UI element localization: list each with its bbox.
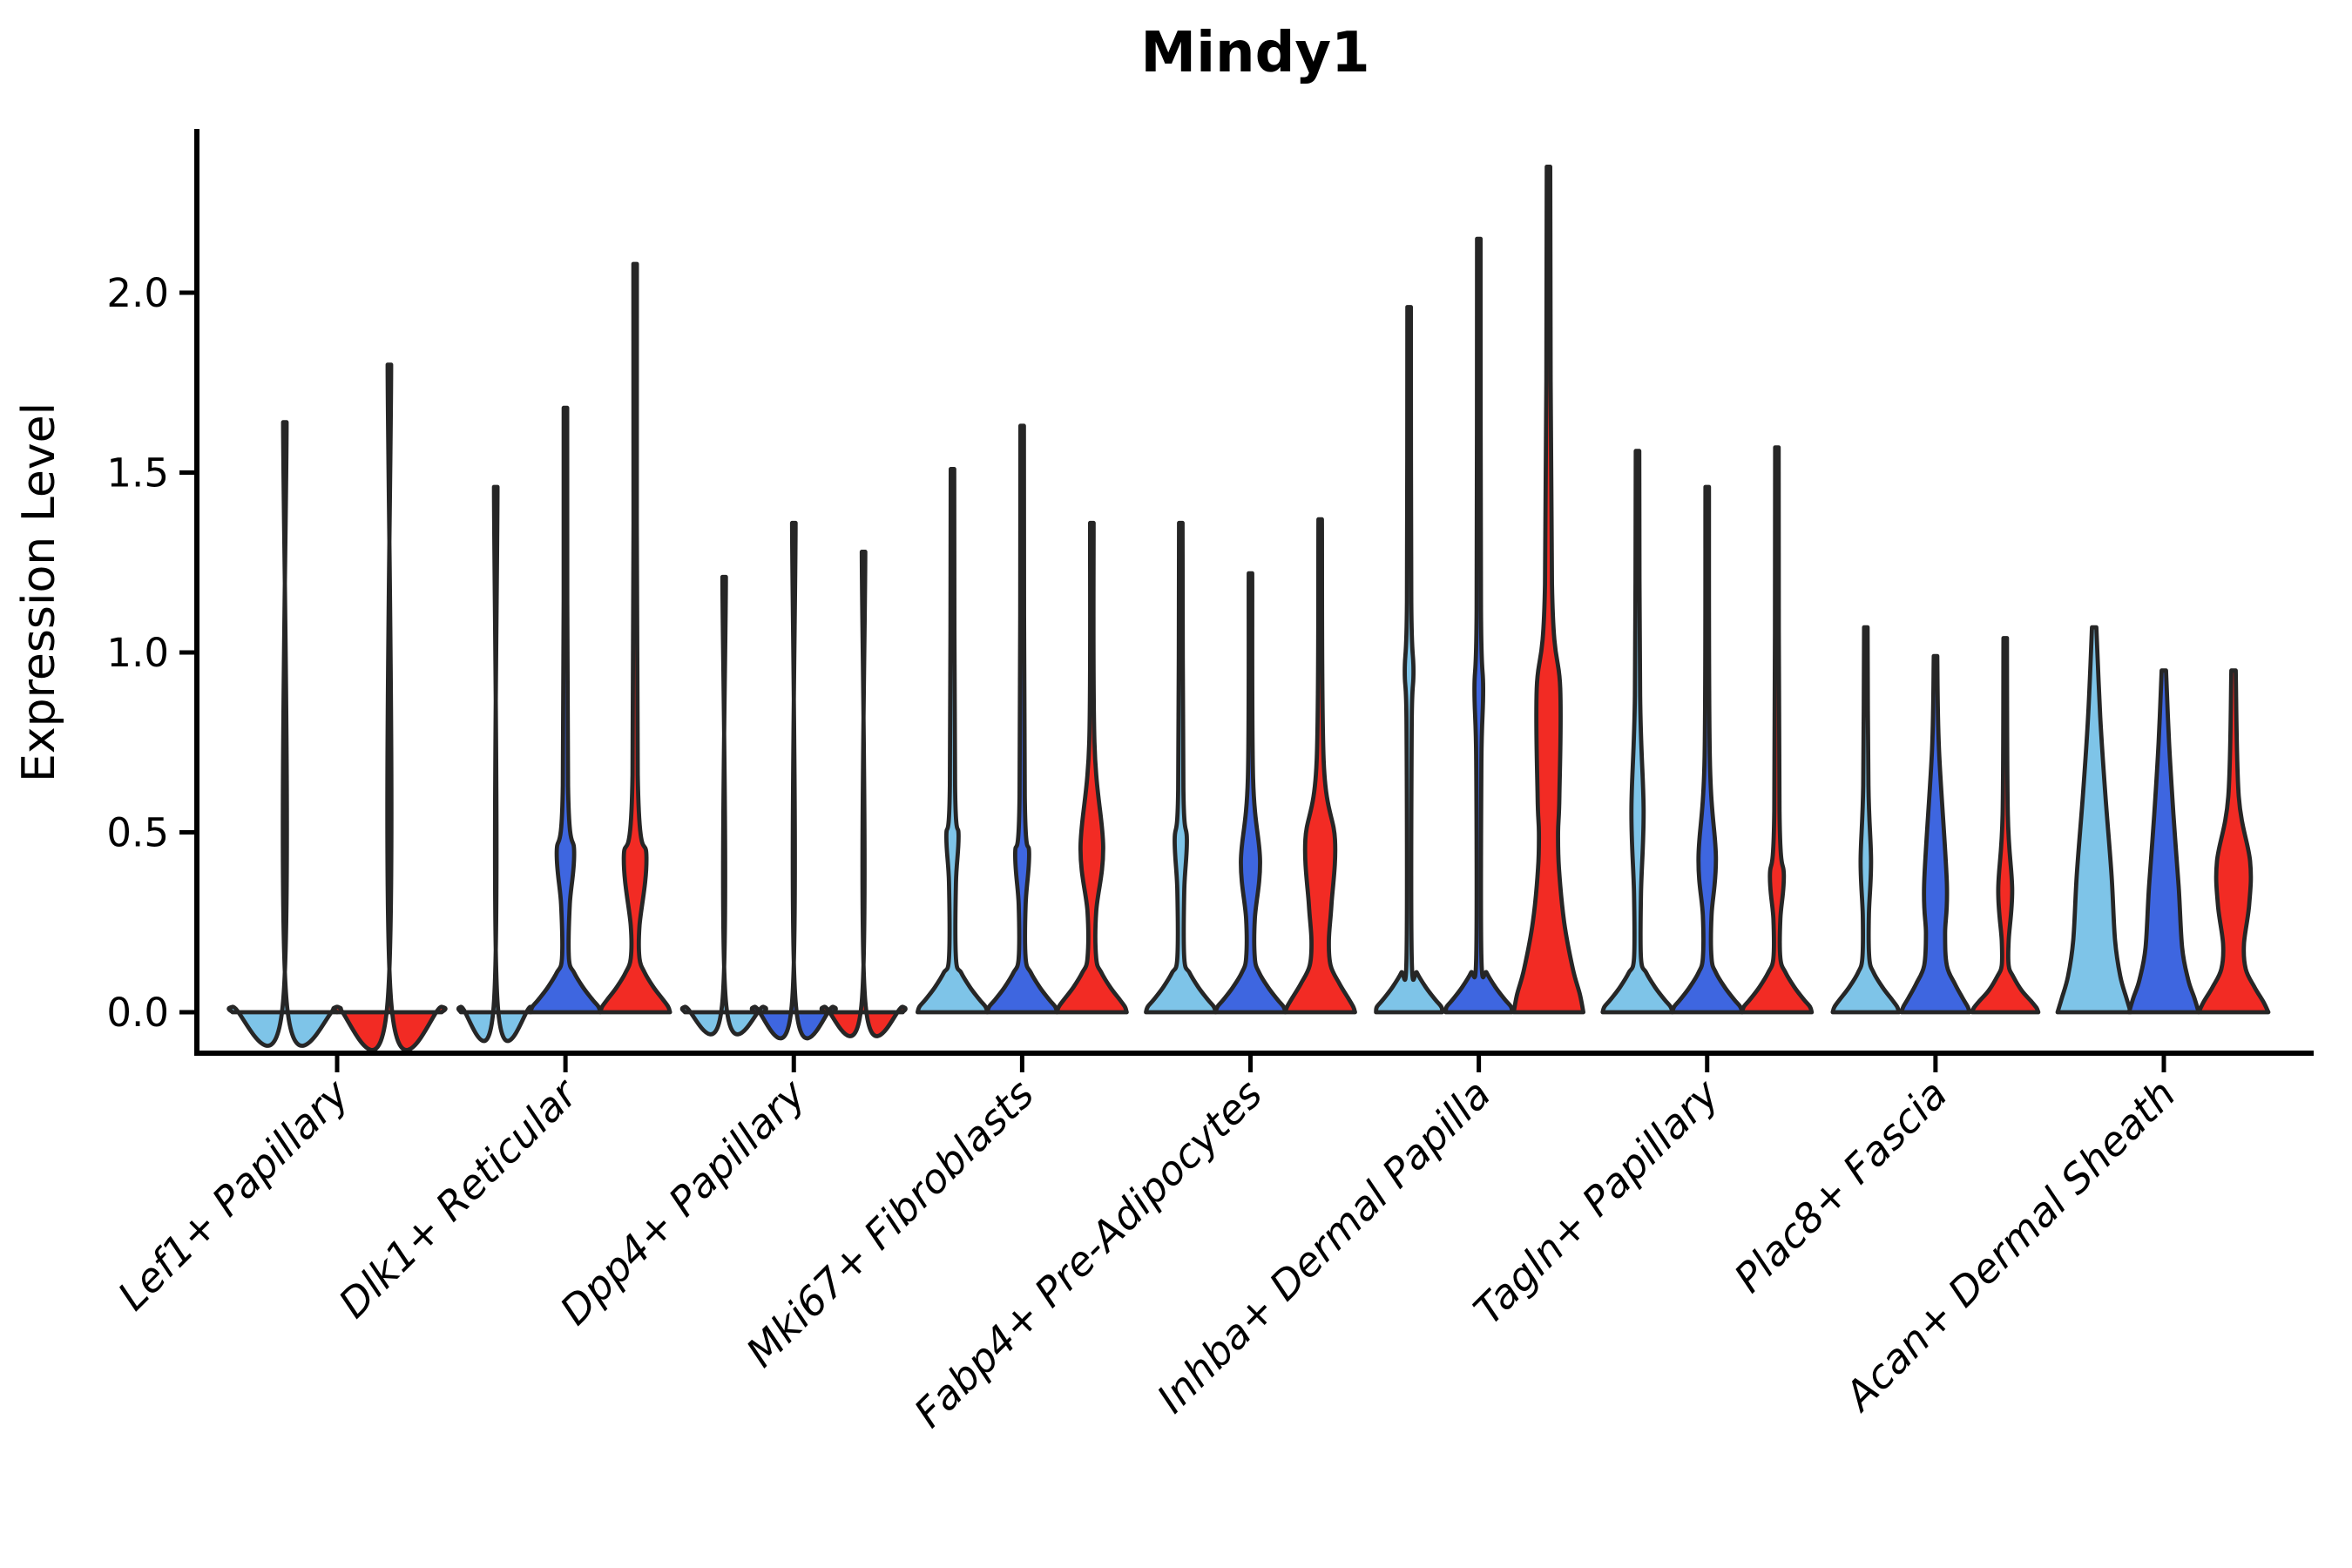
violin-acan-dermal-sheath-group2 (2126, 668, 2201, 1015)
y-tick-label: 1.5 (106, 449, 169, 496)
violin-lef1-papillary-group3 (331, 362, 448, 1052)
violin-lef1-papillary-group1 (226, 420, 343, 1048)
y-tick-label: 0.0 (106, 990, 169, 1036)
violin-fabp4-pre-adipocytes-group2 (1213, 571, 1288, 1015)
violin-dlk1-reticular-group2 (528, 405, 603, 1015)
violin-plac8-fascia-group1 (1830, 625, 1902, 1015)
violin-inhba-dermal-papilla-group3 (1511, 165, 1585, 1015)
x-tick-label: Plac8+ Fascia (1725, 1071, 1956, 1301)
violin-tagln-papillary-group1 (1600, 449, 1675, 1015)
violin-fabp4-pre-adipocytes-group1 (1144, 520, 1218, 1015)
violin-inhba-dermal-papilla-group1 (1374, 305, 1445, 1015)
y-tick-label: 2.0 (106, 270, 169, 316)
violin-plac8-fascia-group3 (1970, 636, 2041, 1015)
violin-mki67-fibroblasts-group1 (916, 467, 990, 1015)
y-axis-label: Expression Level (13, 402, 65, 782)
violin-mki67-fibroblasts-group3 (1055, 520, 1129, 1015)
violin-dpp4-papillary-group1 (679, 574, 768, 1037)
violin-mki67-fibroblasts-group2 (985, 423, 1059, 1015)
violin-acan-dermal-sheath-group3 (2196, 668, 2271, 1015)
violin-acan-dermal-sheath-group1 (2055, 625, 2133, 1015)
x-tick-label: Tagln+ Papillary (1464, 1070, 1728, 1334)
violin-inhba-dermal-papilla-group2 (1443, 236, 1515, 1015)
x-tick-label: Dpp4+ Papillary (551, 1070, 814, 1334)
violins-layer (226, 165, 2271, 1052)
violin-tagln-papillary-group3 (1740, 445, 1815, 1015)
violin-dpp4-papillary-group3 (819, 550, 908, 1038)
violin-dlk1-reticular-group1 (456, 484, 536, 1044)
y-tick-label: 0.5 (106, 809, 169, 855)
violin-fabp4-pre-adipocytes-group3 (1283, 517, 1357, 1015)
y-tick-label: 1.0 (106, 630, 169, 676)
x-tick-label: Lef1+ Papillary (109, 1070, 358, 1319)
violin-dlk1-reticular-group3 (598, 261, 672, 1015)
violin-plac8-fascia-group2 (1899, 653, 1972, 1015)
violin-dpp4-papillary-group2 (749, 520, 838, 1041)
violin-tagln-papillary-group2 (1670, 484, 1745, 1015)
x-tick-label: Dlk1+ Reticular (329, 1068, 588, 1327)
chart-title: Mindy1 (1140, 21, 1369, 85)
